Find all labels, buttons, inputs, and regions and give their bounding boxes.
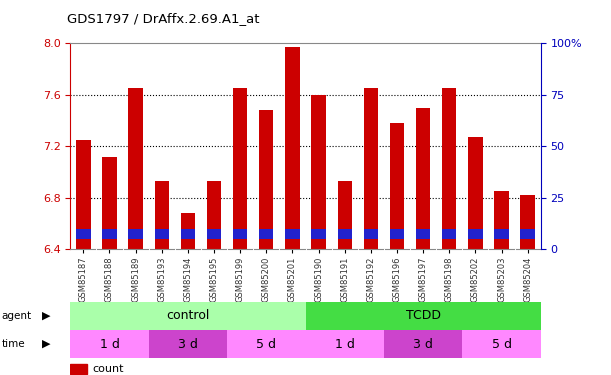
- Text: ▶: ▶: [42, 339, 50, 349]
- Bar: [306, 330, 384, 358]
- Bar: [102, 229, 117, 239]
- Bar: [148, 330, 227, 358]
- Bar: [416, 108, 430, 249]
- Bar: [155, 181, 169, 249]
- Bar: [494, 229, 509, 239]
- Text: 3 d: 3 d: [178, 338, 198, 351]
- Text: ▶: ▶: [42, 311, 50, 321]
- Bar: [259, 110, 274, 249]
- Bar: [285, 229, 299, 239]
- Bar: [155, 229, 169, 239]
- Bar: [70, 302, 306, 330]
- Text: time: time: [1, 339, 25, 349]
- Bar: [521, 195, 535, 249]
- Bar: [76, 140, 90, 249]
- Text: 5 d: 5 d: [256, 338, 276, 351]
- Bar: [233, 88, 247, 249]
- Bar: [76, 229, 90, 239]
- Bar: [70, 364, 87, 374]
- Text: 3 d: 3 d: [413, 338, 433, 351]
- Bar: [463, 330, 541, 358]
- Bar: [181, 213, 195, 249]
- Bar: [181, 229, 195, 239]
- Text: agent: agent: [1, 311, 31, 321]
- Bar: [128, 229, 143, 239]
- Bar: [128, 88, 143, 249]
- Bar: [364, 229, 378, 239]
- Bar: [337, 181, 352, 249]
- Text: GDS1797 / DrAffx.2.69.A1_at: GDS1797 / DrAffx.2.69.A1_at: [67, 12, 260, 26]
- Bar: [442, 229, 456, 239]
- Text: control: control: [166, 309, 210, 322]
- Bar: [312, 95, 326, 249]
- Bar: [312, 229, 326, 239]
- Bar: [390, 229, 404, 239]
- Bar: [442, 88, 456, 249]
- Text: TCDD: TCDD: [406, 309, 441, 322]
- Bar: [337, 229, 352, 239]
- Bar: [494, 191, 509, 249]
- Bar: [468, 229, 483, 239]
- Bar: [102, 157, 117, 249]
- Bar: [207, 181, 221, 249]
- Bar: [416, 229, 430, 239]
- Bar: [384, 330, 463, 358]
- Bar: [259, 229, 274, 239]
- Bar: [521, 229, 535, 239]
- Bar: [390, 123, 404, 249]
- Bar: [227, 330, 306, 358]
- Bar: [468, 137, 483, 249]
- Bar: [207, 229, 221, 239]
- Bar: [364, 88, 378, 249]
- Text: 5 d: 5 d: [491, 338, 511, 351]
- Text: count: count: [93, 364, 125, 374]
- Bar: [285, 47, 299, 249]
- Text: 1 d: 1 d: [100, 338, 119, 351]
- Bar: [233, 229, 247, 239]
- Bar: [70, 330, 148, 358]
- Bar: [306, 302, 541, 330]
- Text: 1 d: 1 d: [335, 338, 354, 351]
